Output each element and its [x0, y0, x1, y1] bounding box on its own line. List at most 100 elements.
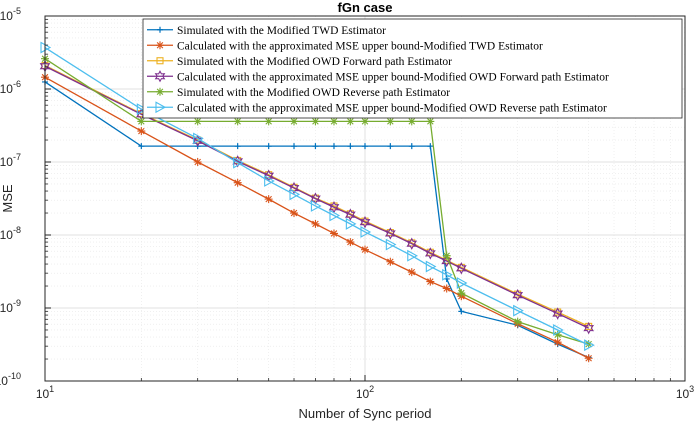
series-2-point	[361, 245, 369, 254]
series-2-point	[584, 354, 593, 363]
series-6-point	[584, 339, 595, 352]
legend-item: Calculated with the approximated MSE upp…	[147, 70, 609, 83]
series-3-line	[44, 64, 589, 327]
legend-swatch-marker	[156, 57, 164, 65]
series-4-point	[384, 227, 396, 240]
legend-box	[142, 18, 683, 119]
x-tick-label: 103	[676, 384, 694, 401]
legend-swatch-marker	[154, 70, 166, 83]
series-2-point	[407, 268, 416, 277]
series-6-point	[360, 226, 372, 238]
series-1-point	[387, 143, 394, 150]
series-4-point	[441, 254, 453, 268]
legend-label: Calculated with the approximated MSE upp…	[177, 40, 543, 52]
series-5-point	[426, 117, 435, 126]
y-tick-label: 10-7	[0, 152, 21, 169]
series-6-point	[425, 260, 437, 273]
series-5-point	[290, 117, 299, 126]
series-1-point	[312, 143, 319, 150]
series-2-point	[137, 127, 146, 136]
series-4-point	[288, 181, 300, 195]
series-5-line	[44, 58, 589, 345]
series-1-point	[234, 143, 241, 150]
series-2-point	[264, 195, 273, 204]
series-2-point	[233, 178, 242, 187]
series-5-point	[553, 330, 562, 339]
series-4-point	[406, 237, 418, 250]
series-6-point	[329, 209, 341, 222]
series-1-point	[347, 143, 354, 150]
series-4-point	[583, 321, 595, 335]
series-1-point	[138, 143, 145, 150]
series-6-point	[553, 324, 564, 336]
series-1-point	[427, 143, 434, 150]
legend-swatch-marker	[156, 87, 164, 96]
y-axis-label: MSE	[0, 184, 15, 213]
series-2-point	[442, 284, 451, 293]
x-tick-label: 101	[36, 384, 54, 401]
series-2-point	[311, 219, 320, 228]
tick-labels: 101 102 103 10-10 10-9 10-8 10-7 10-6 10-5	[0, 6, 694, 401]
series-1-point	[362, 143, 368, 150]
series-5-point	[442, 251, 451, 260]
series-1-point	[291, 143, 298, 150]
y-tick-label: 10-6	[0, 79, 21, 96]
series-6-point	[407, 249, 418, 262]
series-2-point	[290, 209, 299, 218]
series-6-point	[513, 304, 524, 317]
series-2-point	[553, 338, 562, 347]
series-5-point	[407, 117, 416, 126]
series-2-line	[44, 76, 589, 359]
series-5-point	[329, 117, 338, 126]
series-6-point	[345, 217, 357, 230]
series-5-point	[137, 117, 146, 126]
y-tick-label: 10-10	[0, 371, 21, 388]
y-tick-label: 10-8	[0, 225, 21, 242]
legend-label: Calculated with the approximated MSE upp…	[177, 71, 609, 83]
series-2-point	[426, 277, 435, 286]
legend-item: Simulated with the Modified OWD Forward …	[147, 56, 452, 68]
series-5-point	[457, 289, 466, 298]
series-1-point	[408, 143, 415, 150]
series-5-point	[264, 117, 273, 126]
series-4-point	[345, 208, 356, 221]
legend-swatch-marker	[157, 26, 163, 33]
legend-swatch-marker	[156, 41, 164, 50]
y-tick-label: 10-9	[0, 298, 21, 315]
legend-item: Calculated with the approximated MSE upp…	[147, 40, 543, 52]
series-1-line	[44, 81, 589, 359]
series-5-point	[584, 340, 593, 349]
x-tick-label: 102	[356, 384, 374, 401]
series-layer	[39, 41, 595, 363]
series-6-point	[136, 103, 148, 116]
series-4-point	[512, 288, 524, 302]
series-6-line	[44, 46, 589, 346]
chart-title: fGn case	[338, 0, 393, 15]
series-5-point	[386, 117, 395, 126]
series-5-point	[193, 117, 202, 126]
legend-label: Simulated with the Modified OWD Reverse …	[177, 87, 450, 99]
series-1-point	[330, 143, 337, 150]
series-2-point	[386, 257, 395, 266]
legend-swatch-marker	[155, 101, 167, 114]
series-6-point	[289, 188, 301, 201]
y-tick-label: 10-5	[0, 6, 21, 23]
series-6-point	[385, 238, 397, 251]
legend-item: Calculated with the approximated MSE upp…	[147, 101, 607, 114]
series-5-point	[513, 317, 522, 326]
series-5-point	[346, 117, 355, 126]
series-4-point	[455, 262, 467, 275]
series-4-point	[552, 307, 564, 320]
series-2-point	[346, 238, 355, 247]
series-4-point	[359, 215, 371, 229]
series-6-point	[233, 156, 244, 169]
legend-label: Calculated with the approximated MSE upp…	[177, 102, 607, 114]
x-axis-label: Number of Sync period	[299, 406, 432, 421]
series-5-point	[311, 117, 320, 126]
series-4-point	[424, 247, 436, 260]
legend-item: Simulated with the Modified TWD Estimato…	[147, 25, 386, 37]
series-5-point	[233, 117, 242, 126]
series-5	[41, 54, 593, 349]
legend-label: Simulated with the Modified TWD Estimato…	[177, 25, 386, 37]
